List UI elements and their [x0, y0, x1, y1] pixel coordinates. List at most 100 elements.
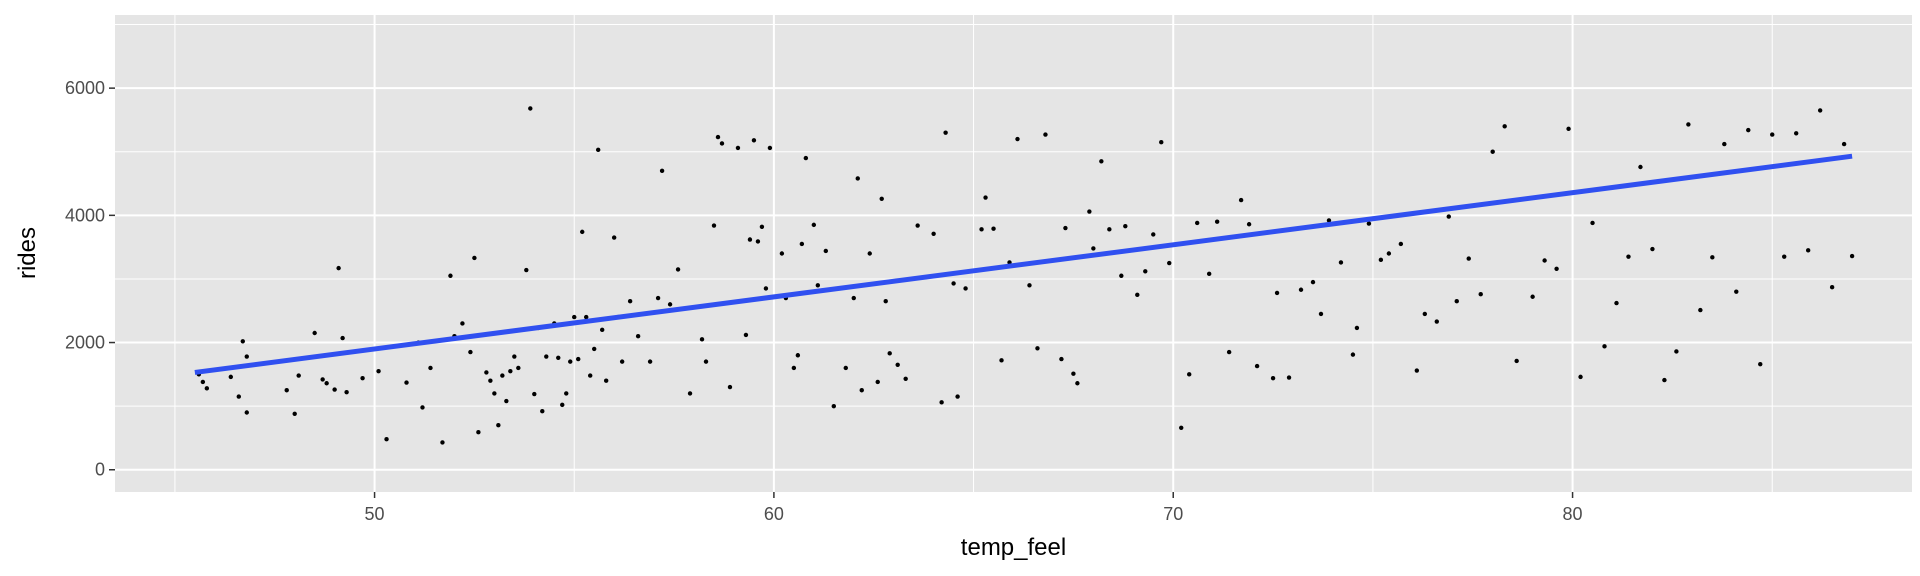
data-point — [803, 155, 809, 161]
data-point — [867, 251, 872, 256]
data-point — [1554, 266, 1559, 271]
data-point — [1662, 377, 1667, 383]
data-point — [1758, 361, 1763, 367]
data-point — [823, 248, 829, 254]
data-point — [999, 358, 1004, 363]
data-point — [420, 405, 425, 410]
fit-line-group — [194, 153, 1853, 375]
data-point — [576, 356, 581, 362]
data-point — [1698, 307, 1703, 313]
data-point — [556, 355, 561, 361]
data-point — [476, 430, 481, 435]
data-point — [540, 409, 545, 414]
data-point — [236, 394, 241, 399]
data-point — [448, 273, 453, 278]
data-point — [759, 224, 765, 229]
data-point — [324, 381, 329, 386]
x-tick-label: 80 — [1563, 504, 1583, 524]
y-tick-label: 0 — [95, 460, 105, 480]
data-point — [1270, 375, 1276, 381]
data-point — [1035, 346, 1040, 351]
data-point — [619, 359, 625, 364]
data-point — [508, 368, 513, 374]
data-point — [1530, 294, 1535, 299]
data-point — [1626, 254, 1631, 259]
plot-panel — [115, 15, 1912, 492]
data-point — [1446, 214, 1451, 219]
data-point — [296, 373, 301, 378]
data-point — [675, 267, 681, 272]
data-point — [1119, 273, 1124, 278]
data-point — [468, 349, 473, 355]
data-point — [1326, 218, 1332, 223]
data-point — [332, 387, 337, 392]
data-point — [1770, 132, 1775, 137]
data-point — [496, 423, 501, 428]
data-point — [991, 226, 996, 231]
data-point — [939, 400, 944, 405]
data-point — [1454, 299, 1459, 304]
data-point — [440, 440, 445, 445]
data-point — [1350, 352, 1356, 357]
data-point — [715, 134, 721, 140]
data-point — [500, 373, 505, 378]
data-point — [719, 141, 725, 146]
data-point — [344, 389, 349, 395]
data-point — [611, 235, 617, 240]
data-point — [584, 314, 589, 320]
data-point — [647, 359, 653, 364]
data-point — [1490, 149, 1495, 154]
data-point — [1206, 271, 1212, 277]
data-point — [699, 337, 705, 342]
data-point — [1159, 140, 1164, 145]
data-point — [1817, 108, 1823, 113]
data-point — [1686, 122, 1691, 127]
data-point — [1805, 248, 1811, 253]
data-point — [516, 365, 521, 371]
data-point — [1386, 251, 1392, 256]
data-point — [1087, 209, 1092, 214]
data-point — [943, 130, 948, 135]
data-point — [560, 402, 565, 408]
data-point — [1286, 375, 1292, 380]
y-tick-label: 6000 — [65, 78, 105, 98]
axis-ticks — [109, 87, 1574, 498]
data-point — [1298, 287, 1304, 292]
data-point — [1167, 260, 1172, 266]
data-point — [1478, 292, 1483, 297]
x-axis-title: temp_feel — [961, 534, 1066, 561]
y-tick-label: 2000 — [65, 333, 105, 353]
data-point — [1151, 232, 1156, 237]
data-point — [1107, 227, 1112, 232]
data-point — [528, 106, 533, 111]
data-point — [595, 147, 601, 153]
data-point — [376, 368, 381, 374]
major-gridlines — [115, 15, 1912, 492]
data-point — [915, 223, 920, 228]
data-point — [1422, 311, 1428, 317]
data-point — [1075, 381, 1080, 386]
data-point — [1226, 349, 1232, 355]
data-point — [831, 403, 836, 409]
data-point — [879, 196, 884, 202]
axis-tick-labels: 50 60 70 80 0 2000 4000 6000 — [65, 78, 1583, 524]
y-tick-label: 4000 — [65, 205, 105, 225]
data-point — [1238, 197, 1244, 203]
data-point — [572, 314, 577, 320]
data-point — [488, 378, 493, 383]
data-point — [228, 374, 234, 380]
data-point — [1578, 374, 1583, 380]
minor-gridlines — [115, 15, 1912, 492]
data-point — [1398, 241, 1404, 247]
data-point — [751, 138, 757, 143]
data-point — [204, 386, 210, 391]
data-point — [1015, 136, 1020, 142]
data-point — [1674, 349, 1679, 354]
data-point — [1782, 254, 1787, 259]
data-point — [320, 377, 325, 382]
data-point — [1123, 223, 1128, 229]
data-point — [472, 255, 477, 261]
data-point — [460, 321, 465, 326]
data-point — [504, 398, 509, 404]
